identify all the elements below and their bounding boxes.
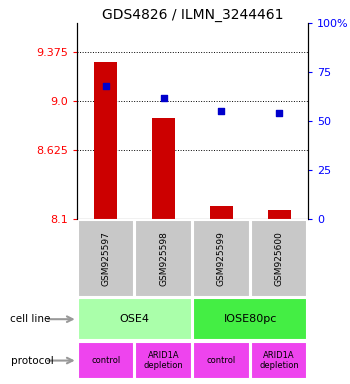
Text: control: control [91,356,120,365]
Bar [135,342,192,379]
Bar [94,62,118,219]
Bar [251,220,307,296]
Text: ARID1A
depletion: ARID1A depletion [259,351,299,370]
Bar [267,210,290,219]
Bar [152,118,175,219]
Text: GSM925599: GSM925599 [217,231,226,286]
Text: OSE4: OSE4 [120,314,150,324]
Text: ARID1A
depletion: ARID1A depletion [144,351,183,370]
Point [218,108,224,114]
Text: IOSE80pc: IOSE80pc [224,314,277,324]
Bar [135,220,192,296]
Bar [78,298,192,340]
Bar [210,206,233,219]
Point [161,94,167,101]
Title: GDS4826 / ILMN_3244461: GDS4826 / ILMN_3244461 [102,8,283,22]
Bar [193,298,307,340]
Point [276,110,282,116]
Text: GSM925597: GSM925597 [102,231,110,286]
Point [103,83,108,89]
Bar [193,220,250,296]
Bar [193,342,250,379]
Bar [78,220,134,296]
Bar [251,342,307,379]
Text: protocol: protocol [10,356,53,366]
Text: GSM925598: GSM925598 [159,231,168,286]
Text: cell line: cell line [10,314,51,324]
Text: GSM925600: GSM925600 [275,231,284,286]
Text: control: control [207,356,236,365]
Bar [78,342,134,379]
